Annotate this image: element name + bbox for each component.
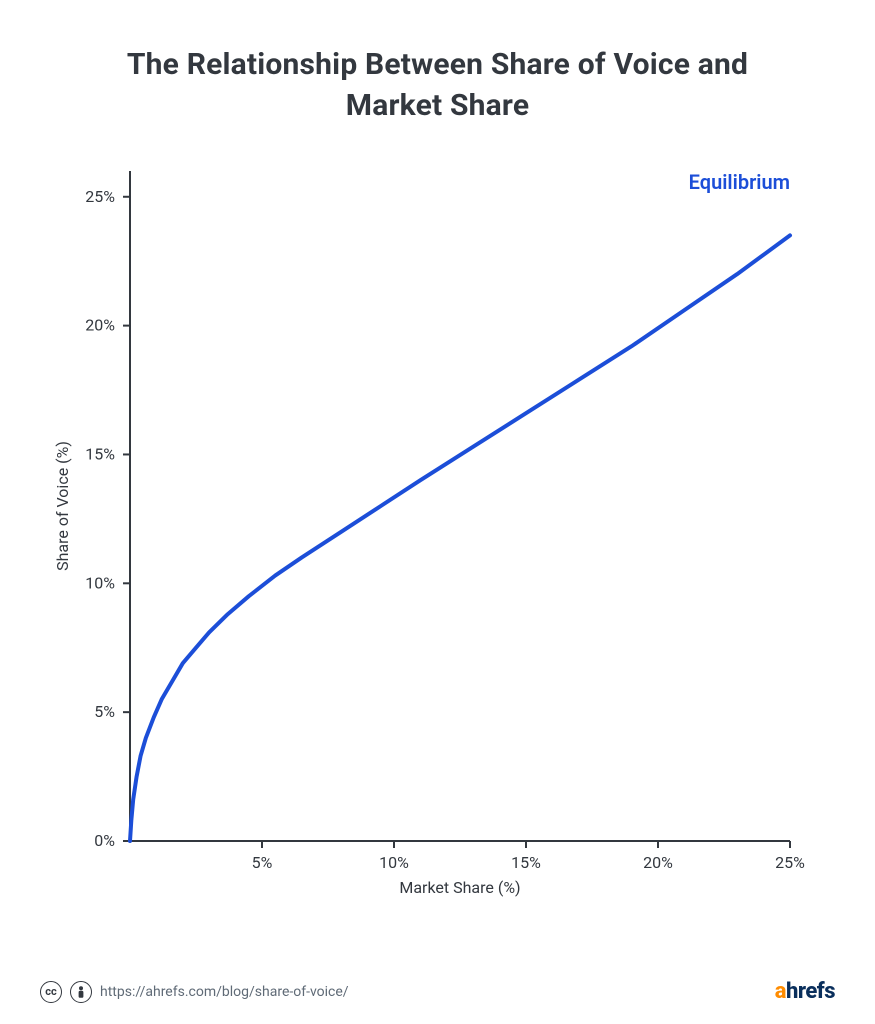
y-tick-label: 15% bbox=[85, 444, 115, 463]
y-tick-label: 25% bbox=[85, 187, 115, 206]
x-tick-label: 20% bbox=[643, 853, 673, 872]
y-tick-label: 5% bbox=[94, 702, 115, 721]
x-tick-label: 25% bbox=[775, 853, 805, 872]
logo-letter-a: a bbox=[775, 979, 786, 1004]
x-tick-label: 15% bbox=[511, 853, 541, 872]
y-tick-label: 0% bbox=[94, 831, 115, 850]
ahrefs-logo: ahrefs bbox=[775, 979, 835, 1004]
chart-area: 5% 10% 15% 20% 25% 0% 5% 10% 15% 20% 25% Market Sha… bbox=[40, 151, 835, 961]
series-equilibrium bbox=[130, 235, 790, 841]
line-chart-svg: 5% 10% 15% 20% 25% 0% 5% 10% 15% 20% 25% Market Sha… bbox=[40, 151, 820, 911]
footer: cc https://ahrefs.com/blog/share-of-voic… bbox=[40, 961, 835, 1004]
cc-license-icon: cc bbox=[40, 981, 62, 1003]
y-tick-label: 20% bbox=[85, 316, 115, 335]
annotation-equilibrium: Equilibrium bbox=[689, 170, 790, 194]
x-tick-label: 5% bbox=[252, 853, 273, 872]
chart-title: The Relationship Between Share of Voice … bbox=[78, 45, 798, 126]
source-url: https://ahrefs.com/blog/share-of-voice/ bbox=[100, 984, 349, 1000]
y-axis-label: Share of Voice (%) bbox=[53, 441, 72, 571]
footer-attribution: cc https://ahrefs.com/blog/share-of-voic… bbox=[40, 981, 349, 1003]
x-axis-label: Market Share (%) bbox=[399, 878, 520, 897]
logo-rest: hrefs bbox=[786, 979, 835, 1004]
cc-by-icon bbox=[70, 981, 92, 1003]
x-tick-label: 10% bbox=[379, 853, 409, 872]
y-tick-label: 10% bbox=[85, 573, 115, 592]
